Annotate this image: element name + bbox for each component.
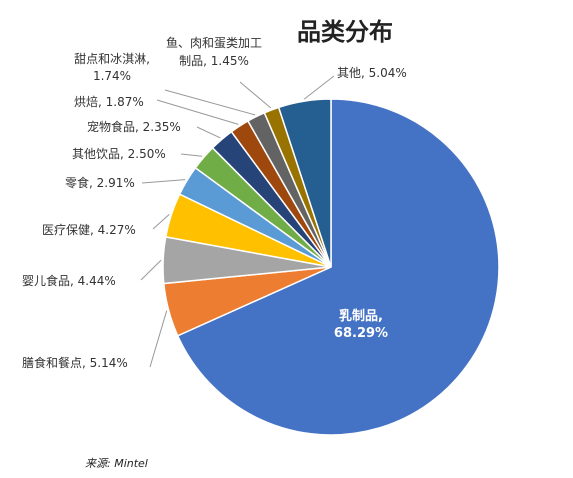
leader-line <box>180 153 203 157</box>
slice-label: 鱼、肉和蛋类加工制品, 1.45% <box>166 36 262 68</box>
slice-label: 甜点和冰淇淋, 1.74% <box>74 52 150 83</box>
pie-slices <box>162 98 500 436</box>
slice-label: 其他, 5.04% <box>337 66 407 80</box>
slice-label: 婴儿食品, 4.44% <box>22 273 116 288</box>
chart-title: 品类分布 <box>297 18 393 46</box>
leader-line <box>140 259 162 281</box>
pie-slice <box>277 98 332 268</box>
leader-line <box>196 126 221 139</box>
slice-label: 医疗保健, 4.27% <box>42 223 136 237</box>
source-note: 来源: Mintel <box>85 457 148 470</box>
leader-lines <box>140 75 335 368</box>
slice-label: 乳制品, 68.29% <box>334 308 388 341</box>
leader-line <box>156 99 239 125</box>
pie-slice <box>176 98 500 436</box>
leader-line <box>149 310 168 368</box>
leader-line <box>303 75 335 100</box>
leader-line <box>239 81 272 109</box>
slice-label: 其他饮品, 2.50% <box>72 147 166 161</box>
slice-label: 零食, 2.91% <box>65 175 135 190</box>
slice-label: 宠物食品, 2.35% <box>87 119 181 134</box>
leader-line <box>152 214 170 230</box>
slice-labels: 乳制品, 68.29% 膳食和餐点, 5.14% 婴儿食品, 4.44% 医疗保健, 4… <box>22 36 407 370</box>
slice-label: 烘焙, 1.87% <box>74 94 144 109</box>
leader-line <box>164 89 256 116</box>
leader-line <box>141 179 186 184</box>
slice-label: 膳食和餐点, 5.14% <box>22 355 128 370</box>
